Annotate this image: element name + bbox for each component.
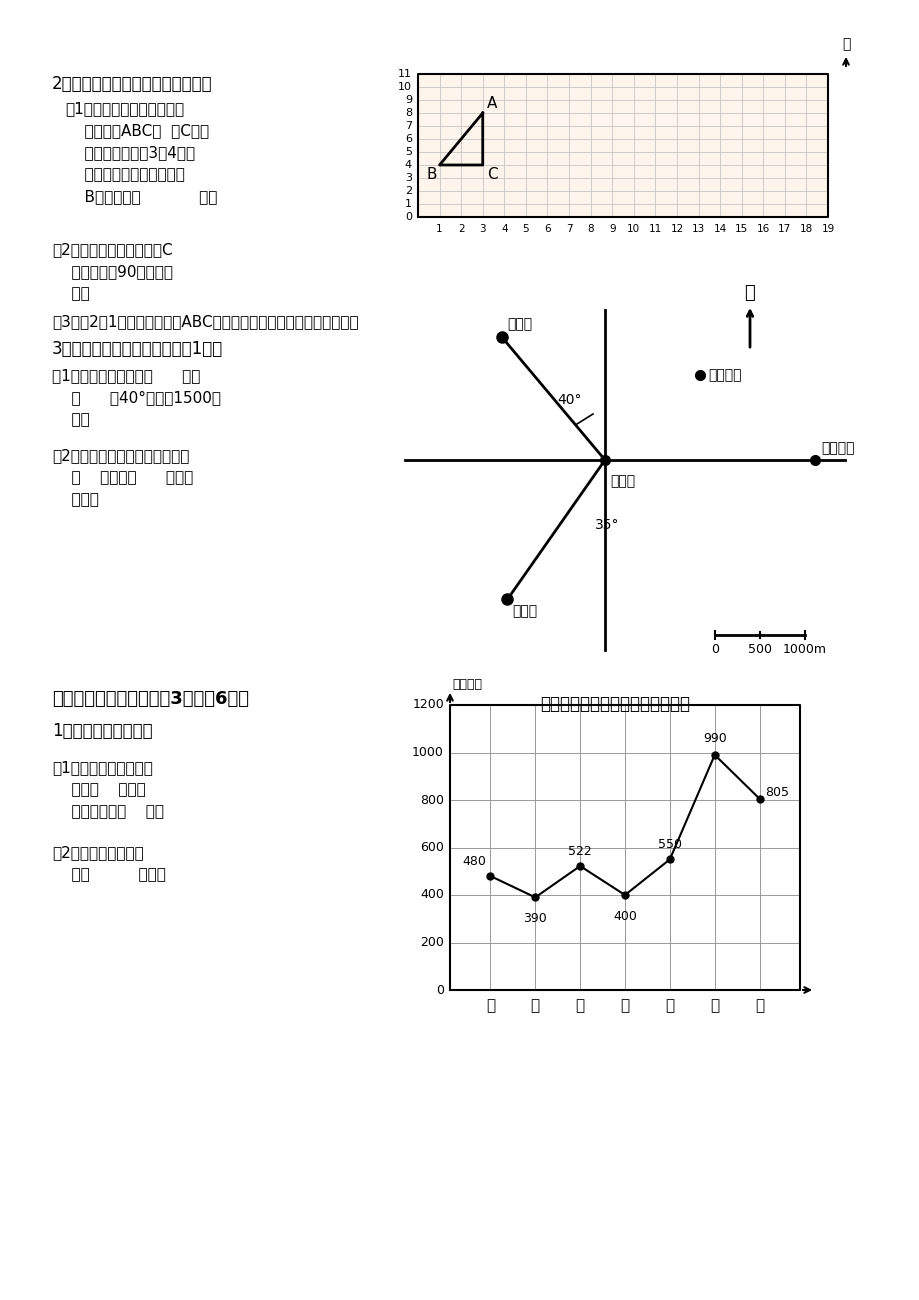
Bar [417,74,827,217]
Text: 一: 一 [485,998,494,1013]
Text: 3: 3 [479,224,485,234]
Text: （2）平均每天售出图: （2）平均每天售出图 [52,845,143,861]
Text: 200: 200 [420,936,444,949]
Text: 2: 2 [458,224,464,234]
Text: 四: 四 [619,998,629,1013]
Text: 三: 三 [575,998,584,1013]
Text: （1）售出图书最多的是: （1）售出图书最多的是 [52,760,153,775]
Text: 形。: 形。 [52,286,90,302]
Text: 14: 14 [713,224,726,234]
Text: 顺时针旋转90度后的图: 顺时针旋转90度后的图 [52,264,173,280]
Text: 600: 600 [420,841,444,854]
Text: 10: 10 [398,82,412,92]
Text: B的位置是（            ）。: B的位置是（ ）。 [65,188,217,204]
Text: （1）如图，在方格纸上有一: （1）如图，在方格纸上有一 [65,101,184,116]
Text: 五: 五 [664,998,674,1013]
Text: 7: 7 [404,121,412,131]
Text: 1: 1 [436,224,442,234]
Text: 522: 522 [568,845,591,858]
Text: 7: 7 [565,224,572,234]
Text: 0: 0 [710,644,719,656]
Text: 11: 11 [648,224,662,234]
Text: 480: 480 [462,855,486,868]
Text: 400: 400 [420,888,444,901]
Text: 5: 5 [404,147,412,157]
Text: （2）从电视塔去电信大厦，可向: （2）从电视塔去电信大厦，可向 [52,448,189,463]
Text: 400: 400 [612,910,636,923]
Text: A: A [486,96,496,110]
Text: 电视塔: 电视塔 [609,474,634,488]
Text: 1000m: 1000m [782,644,826,656]
Text: 六: 六 [709,998,719,1013]
Text: 550: 550 [657,838,681,852]
Text: （      ）40°方向的1500米: （ ）40°方向的1500米 [52,390,221,406]
Text: 2、仔细观察，然后完成下面各题。: 2、仔细观察，然后完成下面各题。 [52,75,212,94]
Text: 16: 16 [755,224,769,234]
Text: B: B [425,166,437,182]
Text: 18: 18 [799,224,812,234]
Text: 3: 3 [404,173,412,183]
Text: 13: 13 [691,224,704,234]
Text: 置可以用数对（3，4）表: 置可以用数对（3，4）表 [65,146,195,160]
Text: 电信大厦: 电信大厦 [708,368,741,382]
Text: （    ）面走（      ）米就: （ ）面走（ ）米就 [52,471,193,485]
Text: 少年宫: 少年宫 [512,604,537,619]
Text: 个三角形ABC，  点C的位: 个三角形ABC， 点C的位 [65,124,209,138]
Text: 8: 8 [586,224,594,234]
Text: 10: 10 [627,224,640,234]
Text: 少的是星期（    ）。: 少的是星期（ ）。 [52,803,164,819]
Text: 5: 5 [522,224,528,234]
Text: 二: 二 [530,998,539,1013]
Text: 日: 日 [754,998,764,1013]
Text: 2: 2 [404,186,412,196]
Text: （1）市政府在电视塔（      ）偏: （1）市政府在电视塔（ ）偏 [52,368,200,384]
Text: 9: 9 [404,95,412,105]
Text: C: C [486,166,497,182]
Text: 12: 12 [670,224,683,234]
Text: 星期（    ），最: 星期（ ），最 [52,783,145,797]
Text: （3）按2：1的比放大三角形ABC，在适当的位置画出放大后的图形。: （3）按2：1的比放大三角形ABC，在适当的位置画出放大后的图形。 [52,315,358,329]
Text: 390: 390 [523,913,547,926]
Text: 3、我会看线路图。（每小题各1分）: 3、我会看线路图。（每小题各1分） [52,341,223,358]
Text: 1200: 1200 [412,698,444,711]
Text: 单位：册: 单位：册 [451,679,482,692]
Text: 0: 0 [404,212,412,222]
Text: 北: 北 [841,36,849,51]
Text: 990: 990 [702,732,726,745]
Text: 六、统计与概率。（每题3分，共6分）: 六、统计与概率。（每题3分，共6分） [52,690,249,709]
Text: 11: 11 [398,69,412,79]
Text: 市民广场: 市民广场 [820,441,854,455]
Text: 1、根据统计图填空：: 1、根据统计图填空： [52,722,153,740]
Text: 4: 4 [404,160,412,170]
Text: （2）画出这个三角形绕点C: （2）画出这个三角形绕点C [52,242,173,257]
Text: 6: 6 [543,224,550,234]
Text: 6: 6 [404,134,412,144]
Text: 800: 800 [420,793,444,806]
Text: 育人书店上周图书销售情况统计图: 育人书店上周图书销售情况统计图 [539,696,689,712]
Text: 书（          ）册。: 书（ ）册。 [52,867,165,881]
Text: 19: 19 [821,224,834,234]
Text: 示；那么，用数对表示点: 示；那么，用数对表示点 [65,166,185,182]
Text: 到了。: 到了。 [52,491,98,507]
Text: 8: 8 [404,108,412,118]
Text: 4: 4 [501,224,507,234]
Text: 处；: 处； [52,412,90,426]
Text: 9: 9 [608,224,615,234]
Text: 17: 17 [777,224,790,234]
Text: 35°: 35° [595,517,618,532]
Text: 1000: 1000 [412,746,444,759]
Text: 805: 805 [765,785,789,798]
Text: 15: 15 [734,224,747,234]
Text: 0: 0 [436,984,444,997]
Text: 北: 北 [743,283,754,302]
Text: 40°: 40° [556,393,581,407]
Text: 1: 1 [404,199,412,209]
Text: 500: 500 [747,644,771,656]
Text: 市政府: 市政府 [506,317,532,332]
